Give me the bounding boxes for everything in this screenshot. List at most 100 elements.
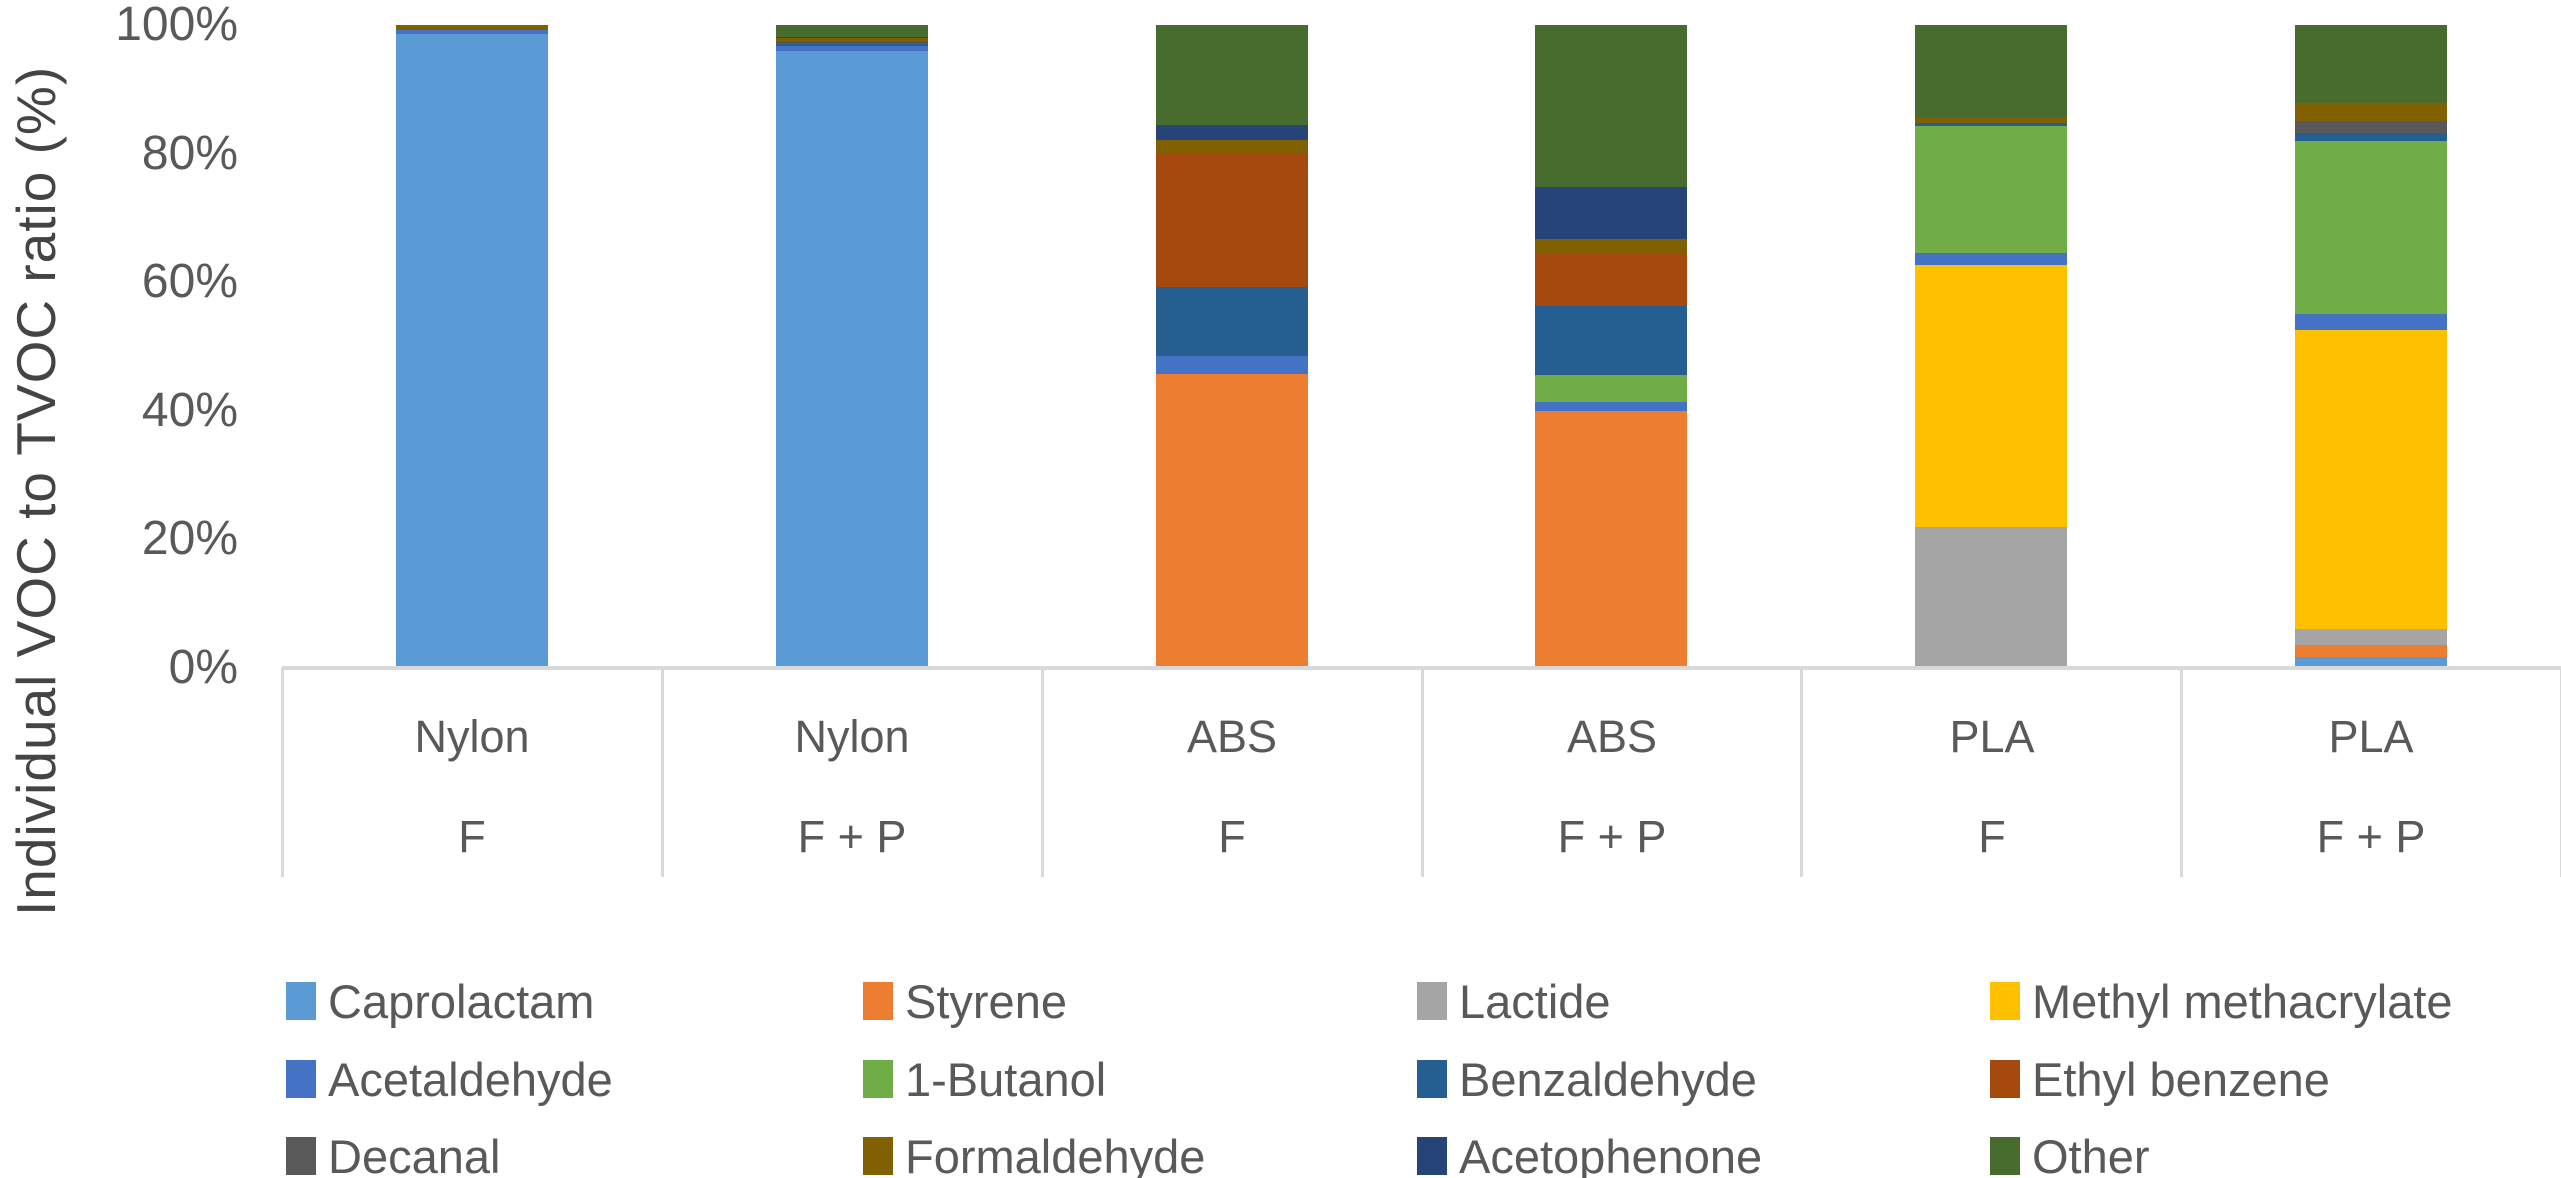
- segment-acetophenone: [1535, 187, 1688, 240]
- segment-ethyl-benzene: [1155, 153, 1308, 287]
- legend-item-formaldehyde: Formaldehyde: [863, 1130, 1205, 1178]
- segment-acetaldehyde: [1535, 402, 1688, 412]
- category-condition-3: F + P: [1557, 811, 1667, 862]
- legend-label: Decanal: [328, 1129, 501, 1178]
- category-condition-0: F: [458, 811, 486, 862]
- legend-swatch-icon: [1990, 1137, 2020, 1175]
- segment-1-butanol: [2295, 140, 2448, 315]
- segment-caprolactam: [2295, 657, 2448, 668]
- legend-swatch-icon: [1990, 1060, 2020, 1098]
- category-divider: [2180, 668, 2184, 877]
- segment-other: [775, 25, 928, 38]
- category-divider: [660, 668, 664, 877]
- legend-label: Caprolactam: [328, 974, 595, 1028]
- category-divider: [1420, 668, 1424, 877]
- legend-item-methyl-methacrylate: Methyl methacrylate: [1990, 974, 2453, 1028]
- segment-lactide: [1915, 527, 2068, 668]
- plot-area: [282, 25, 2561, 668]
- segment-methyl-methacrylate: [1915, 264, 2068, 528]
- legend-item-decanal: Decanal: [286, 1129, 501, 1178]
- y-tick-40: 40%: [141, 384, 238, 437]
- category-material-0: Nylon: [414, 711, 530, 762]
- segment-benzaldehyde: [775, 43, 928, 46]
- y-tick-60: 60%: [141, 255, 238, 308]
- bar-abs-f: [1155, 25, 1308, 668]
- segment-decanal: [2295, 120, 2448, 134]
- segment-styrene: [1155, 374, 1308, 668]
- legend-swatch-icon: [286, 1137, 316, 1175]
- legend-item-acetaldehyde: Acetaldehyde: [286, 1052, 613, 1106]
- segment-formaldehyde: [775, 37, 928, 42]
- segment-benzaldehyde: [1915, 122, 2068, 126]
- legend-label: Other: [2032, 1129, 2150, 1178]
- legend-label: Acetophenone: [1459, 1129, 1763, 1178]
- segment-formaldehyde: [1155, 140, 1308, 154]
- legend-item-caprolactam: Caprolactam: [286, 974, 595, 1028]
- y-tick-100: 100%: [115, 0, 238, 51]
- segment-benzaldehyde: [1535, 306, 1688, 375]
- y-tick-80: 80%: [141, 127, 238, 180]
- legend-swatch-icon: [863, 982, 893, 1020]
- legend-swatch-icon: [286, 1060, 316, 1098]
- segment-styrene: [2295, 644, 2448, 658]
- legend-swatch-icon: [863, 1137, 893, 1175]
- y-tick-0: 0%: [168, 641, 238, 694]
- segment-lactide: [2295, 629, 2448, 645]
- segment-formaldehyde: [2295, 102, 2448, 121]
- bar-nylon-f+p: [775, 25, 928, 668]
- legend-label: 1-Butanol: [905, 1052, 1107, 1106]
- segment-other: [1535, 25, 1688, 188]
- category-condition-2: F: [1218, 811, 1246, 862]
- segment-benzaldehyde: [2295, 133, 2448, 141]
- segment-formaldehyde: [395, 25, 548, 31]
- segment-other: [2295, 25, 2448, 103]
- segment-benzaldehyde: [1155, 286, 1308, 357]
- legend-item-styrene: Styrene: [863, 975, 1067, 1028]
- segment-decanal: [775, 41, 928, 44]
- segment-formaldehyde: [1535, 239, 1688, 253]
- category-material-3: ABS: [1566, 711, 1658, 762]
- legend-swatch-icon: [1417, 982, 1447, 1020]
- legend-swatch-icon: [1990, 982, 2020, 1020]
- legend-label: Benzaldehyde: [1459, 1052, 1757, 1106]
- legend-item-ethyl-benzene: Ethyl benzene: [1990, 1052, 2330, 1106]
- category-material-2: ABS: [1186, 711, 1278, 762]
- legend-item-other: Other: [1990, 1129, 2150, 1178]
- segment-ethyl-benzene: [1535, 252, 1688, 307]
- segment-1-butanol: [1915, 125, 2068, 253]
- segment-acetaldehyde: [1915, 252, 2068, 265]
- category-condition-1: F + P: [797, 811, 907, 862]
- segment-acetaldehyde: [1155, 356, 1308, 375]
- bar-abs-f+p: [1535, 25, 1688, 668]
- segment-other: [1915, 25, 2068, 119]
- category-divider: [1040, 668, 1044, 877]
- legend-label: Lactide: [1459, 974, 1611, 1028]
- legend-item-lactide: Lactide: [1417, 974, 1611, 1028]
- segment-formaldehyde: [1915, 118, 2068, 123]
- legend-label: Acetaldehyde: [328, 1052, 613, 1106]
- category-condition-4: F: [1978, 811, 2006, 862]
- legend-label: Ethyl benzene: [2032, 1052, 2330, 1106]
- segment-1-butanol: [1535, 374, 1688, 403]
- segment-styrene: [1535, 411, 1688, 668]
- category-material-4: PLA: [1949, 711, 2035, 762]
- segment-acetaldehyde: [775, 45, 928, 51]
- legend-swatch-icon: [863, 1060, 893, 1098]
- segment-caprolactam: [775, 50, 928, 668]
- bar-pla-f+p: [2295, 25, 2448, 668]
- category-material-1: Nylon: [794, 711, 910, 762]
- segment-other: [1155, 25, 1308, 126]
- segment-caprolactam: [395, 34, 548, 668]
- legend-swatch-icon: [286, 982, 316, 1020]
- category-divider: [1800, 668, 1804, 877]
- segment-acetophenone: [775, 37, 928, 38]
- legend-swatch-icon: [1417, 1137, 1447, 1175]
- legend-label: Methyl methacrylate: [2032, 974, 2453, 1028]
- y-tick-20: 20%: [141, 512, 238, 565]
- category-divider: [281, 668, 284, 877]
- segment-methyl-methacrylate: [2295, 329, 2448, 630]
- legend-item-acetophenone: Acetophenone: [1417, 1129, 1763, 1178]
- legend-swatch-icon: [1417, 1060, 1447, 1098]
- category-condition-5: F + P: [2316, 811, 2426, 862]
